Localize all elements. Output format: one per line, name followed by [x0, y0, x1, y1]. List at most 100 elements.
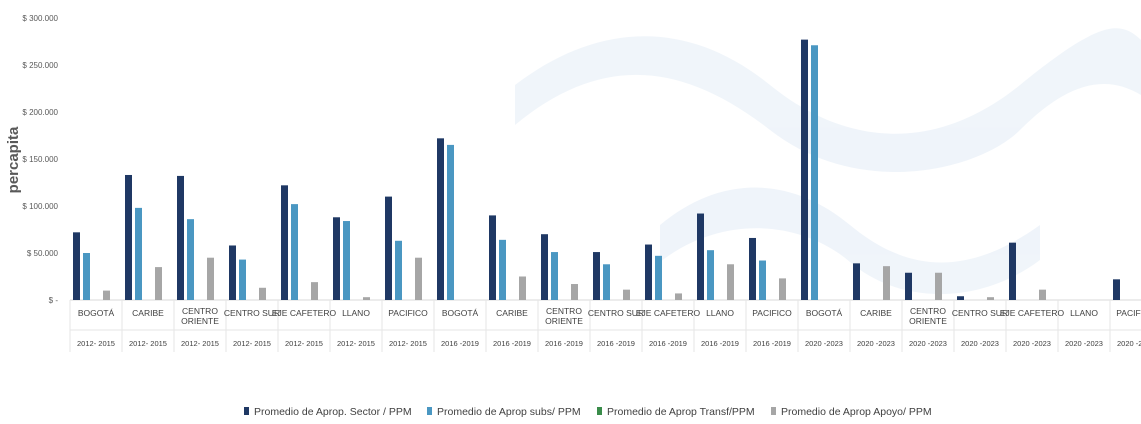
bar-4 [883, 266, 890, 300]
y-tick-label: $ 300.000 [22, 14, 58, 23]
category-region-label: ORIENTE [545, 316, 583, 326]
legend-swatch [244, 407, 249, 415]
category-period-label: 2020 -2023 [1013, 339, 1051, 348]
category-period-label: 2020 -2023 [1117, 339, 1141, 348]
legend-entry: Promedio de Aprop. Sector / PPM [254, 406, 412, 418]
category-period-label: 2020 -2023 [961, 339, 999, 348]
bar-4 [571, 284, 578, 300]
bar-1 [177, 175, 184, 300]
y-tick-label: $ 250.000 [22, 61, 58, 70]
legend-swatch [771, 407, 776, 415]
bar-4 [311, 282, 318, 300]
bar-4 [519, 276, 526, 300]
bar-1 [73, 232, 80, 300]
category-region-label: CARIBE [132, 308, 164, 318]
category-period-label: 2016 -2019 [441, 339, 479, 348]
bar-4 [1039, 289, 1046, 300]
bar-2 [239, 259, 246, 300]
category-region-label: PACIFICO [388, 308, 428, 318]
bar-4 [415, 257, 422, 300]
bar-2 [551, 252, 558, 300]
category-region-label: EJE CAFETERO [272, 308, 337, 318]
category-region-label: LLANO [1070, 308, 1098, 318]
bar-2 [811, 45, 818, 301]
bar-4 [363, 297, 370, 300]
bar-4 [987, 297, 994, 300]
y-tick-label: $ 100.000 [22, 202, 58, 211]
legend-entry: Promedio de Aprop Apoyo/ PPM [781, 406, 932, 418]
bar-1 [853, 263, 860, 300]
category-region-label: BOGOTÁ [442, 308, 479, 318]
category-period-label: 2016 -2019 [597, 339, 635, 348]
category-region-label: PACIFICO [752, 308, 792, 318]
category-period-label: 2012- 2015 [389, 339, 427, 348]
bar-1 [905, 272, 912, 300]
bar-1 [1113, 279, 1120, 300]
bar-4 [155, 267, 162, 300]
category-region-label: CENTRO [546, 306, 582, 316]
category-region-label: CENTRO [910, 306, 946, 316]
bar-2 [83, 253, 90, 300]
bar-2 [187, 219, 194, 300]
bar-1 [229, 245, 236, 300]
category-region-label: BOGOTÁ [806, 308, 843, 318]
category-region-label: ORIENTE [909, 316, 947, 326]
legend-swatch [427, 407, 432, 415]
bar-1 [697, 213, 704, 300]
watermark-waves [515, 28, 1141, 295]
legend-entry: Promedio de Aprop subs/ PPM [437, 406, 581, 418]
category-region-label: CENTRO SUR [588, 308, 644, 318]
bar-4 [935, 272, 942, 300]
bar-2 [135, 207, 142, 300]
y-tick-label: $ - [49, 296, 59, 305]
bar-1 [385, 196, 392, 300]
bar-4 [623, 289, 630, 300]
bar-2 [655, 255, 662, 300]
category-region-label: CENTRO SUR [952, 308, 1008, 318]
category-period-label: 2012- 2015 [233, 339, 271, 348]
category-period-label: 2012- 2015 [337, 339, 375, 348]
category-period-label: 2016 -2019 [701, 339, 739, 348]
category-region-label: BOGOTÁ [78, 308, 115, 318]
category-period-label: 2020 -2023 [805, 339, 843, 348]
bar-2 [603, 264, 610, 300]
bar-2 [759, 260, 766, 300]
category-period-label: 2020 -2023 [909, 339, 947, 348]
category-period-label: 2020 -2023 [857, 339, 895, 348]
bar-2 [395, 240, 402, 300]
category-region-label: CARIBE [496, 308, 528, 318]
bar-4 [779, 278, 786, 300]
bar-1 [593, 252, 600, 300]
bar-1 [541, 234, 548, 300]
bar-1 [749, 237, 756, 300]
bar-1 [437, 138, 444, 300]
y-tick-label: $ 200.000 [22, 108, 58, 117]
category-period-label: 2012- 2015 [285, 339, 323, 348]
bar-4 [207, 257, 214, 300]
legend: Promedio de Aprop. Sector / PPM Promedio … [244, 406, 932, 418]
category-period-label: 2020 -2023 [1065, 339, 1103, 348]
category-region-label: EJE CAFETERO [1000, 308, 1065, 318]
y-axis-label: percapita [5, 126, 22, 193]
legend-entry: Promedio de Aprop Transf/PPM [607, 406, 755, 418]
category-period-label: 2016 -2019 [753, 339, 791, 348]
category-region-label: PACIFICO [1116, 308, 1141, 318]
bar-1 [645, 244, 652, 300]
bar-1 [801, 39, 808, 301]
category-region-label: ORIENTE [181, 316, 219, 326]
bar-1 [333, 217, 340, 300]
category-period-label: 2012- 2015 [129, 339, 167, 348]
bar-2 [343, 221, 350, 300]
y-tick-label: $ 150.000 [22, 155, 58, 164]
legend-swatch [597, 407, 602, 415]
category-region-label: CENTRO [182, 306, 218, 316]
bar-2 [499, 239, 506, 300]
bar-4 [675, 293, 682, 300]
category-period-label: 2016 -2019 [545, 339, 583, 348]
bar-1 [957, 296, 964, 300]
bar-2 [447, 144, 454, 300]
category-period-label: 2012- 2015 [77, 339, 115, 348]
